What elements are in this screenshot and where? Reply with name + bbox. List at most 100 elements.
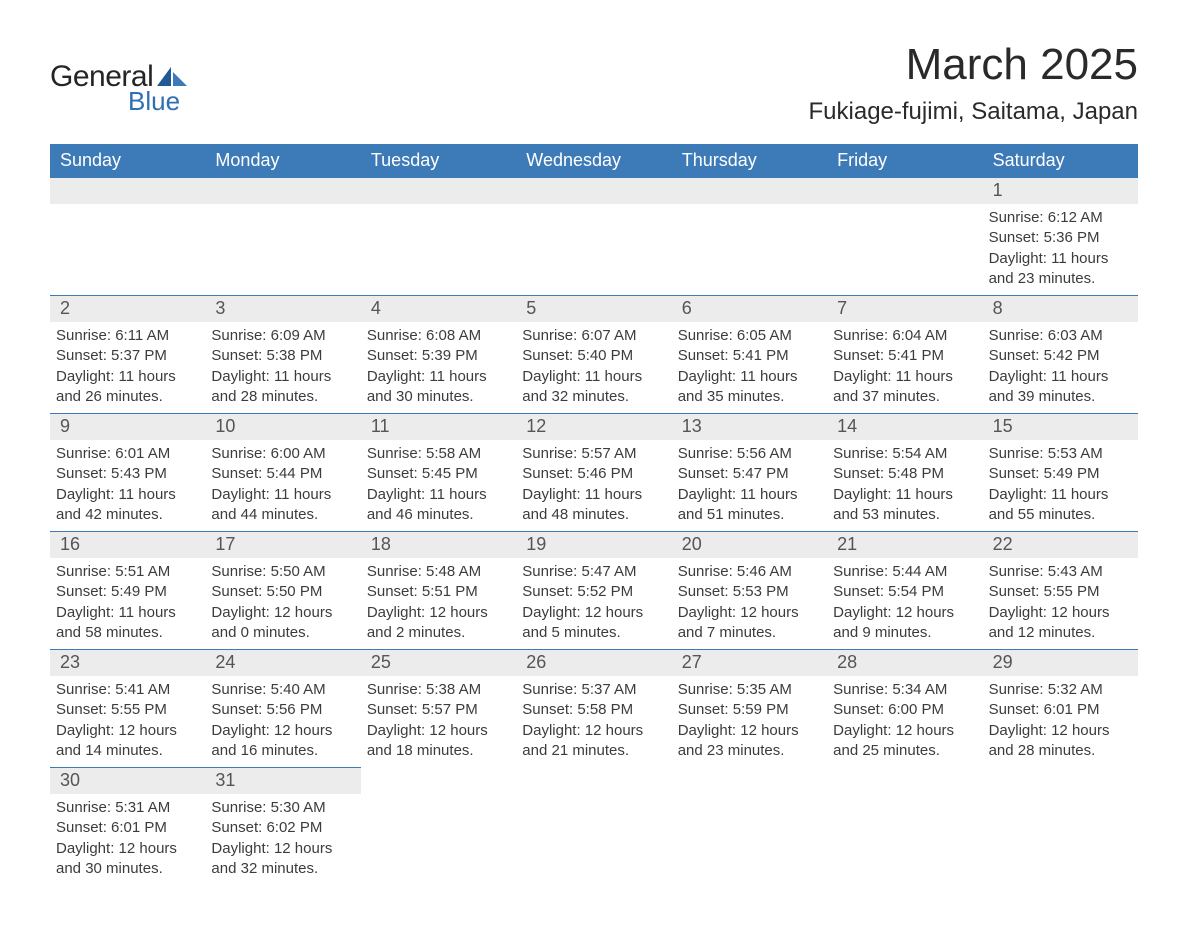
- day-number: [672, 178, 827, 204]
- calendar-cell: 3Sunrise: 6:09 AMSunset: 5:38 PMDaylight…: [205, 295, 360, 413]
- daylight-line1: Daylight: 11 hours: [678, 367, 821, 387]
- day-data: Sunrise: 5:30 AMSunset: 6:02 PMDaylight:…: [205, 794, 360, 885]
- daylight-line1: Daylight: 12 hours: [367, 721, 510, 741]
- day-data: Sunrise: 6:00 AMSunset: 5:44 PMDaylight:…: [205, 440, 360, 531]
- day-header: Monday: [205, 144, 360, 177]
- calendar-body: 1Sunrise: 6:12 AMSunset: 5:36 PMDaylight…: [50, 177, 1138, 885]
- daylight-line2: and 42 minutes.: [56, 505, 199, 525]
- daylight-line2: and 35 minutes.: [678, 387, 821, 407]
- day-number: 15: [983, 414, 1138, 440]
- sunrise-text: Sunrise: 5:51 AM: [56, 562, 199, 582]
- sunset-text: Sunset: 5:41 PM: [833, 346, 976, 366]
- day-number: 21: [827, 532, 982, 558]
- day-header: Friday: [827, 144, 982, 177]
- daylight-line2: and 28 minutes.: [989, 741, 1132, 761]
- day-data: Sunrise: 5:46 AMSunset: 5:53 PMDaylight:…: [672, 558, 827, 649]
- day-header: Tuesday: [361, 144, 516, 177]
- sunset-text: Sunset: 5:58 PM: [522, 700, 665, 720]
- calendar-cell: 29Sunrise: 5:32 AMSunset: 6:01 PMDayligh…: [983, 649, 1138, 767]
- month-title: March 2025: [809, 40, 1138, 90]
- day-header: Thursday: [672, 144, 827, 177]
- daylight-line2: and 48 minutes.: [522, 505, 665, 525]
- daylight-line2: and 53 minutes.: [833, 505, 976, 525]
- sunrise-text: Sunrise: 6:04 AM: [833, 326, 976, 346]
- day-header: Saturday: [983, 144, 1138, 177]
- calendar-cell-empty: [50, 177, 205, 295]
- calendar-cell-empty: [516, 177, 671, 295]
- calendar-cell: 15Sunrise: 5:53 AMSunset: 5:49 PMDayligh…: [983, 413, 1138, 531]
- day-number: 3: [205, 296, 360, 322]
- daylight-line1: Daylight: 11 hours: [678, 485, 821, 505]
- sunrise-text: Sunrise: 6:08 AM: [367, 326, 510, 346]
- daylight-line1: Daylight: 11 hours: [367, 485, 510, 505]
- day-number: [827, 178, 982, 204]
- daylight-line2: and 2 minutes.: [367, 623, 510, 643]
- daylight-line2: and 39 minutes.: [989, 387, 1132, 407]
- day-data: Sunrise: 5:34 AMSunset: 6:00 PMDaylight:…: [827, 676, 982, 767]
- day-number: 20: [672, 532, 827, 558]
- sunset-text: Sunset: 5:52 PM: [522, 582, 665, 602]
- sunrise-text: Sunrise: 5:56 AM: [678, 444, 821, 464]
- day-number: [205, 178, 360, 204]
- daylight-line2: and 37 minutes.: [833, 387, 976, 407]
- daylight-line2: and 44 minutes.: [211, 505, 354, 525]
- daylight-line2: and 21 minutes.: [522, 741, 665, 761]
- day-data: Sunrise: 5:58 AMSunset: 5:45 PMDaylight:…: [361, 440, 516, 531]
- day-data: Sunrise: 6:05 AMSunset: 5:41 PMDaylight:…: [672, 322, 827, 413]
- calendar-cell: 30Sunrise: 5:31 AMSunset: 6:01 PMDayligh…: [50, 767, 205, 885]
- brand-logo: General Blue: [50, 60, 187, 117]
- calendar-cell: 24Sunrise: 5:40 AMSunset: 5:56 PMDayligh…: [205, 649, 360, 767]
- day-data: Sunrise: 6:03 AMSunset: 5:42 PMDaylight:…: [983, 322, 1138, 413]
- day-data: Sunrise: 5:50 AMSunset: 5:50 PMDaylight:…: [205, 558, 360, 649]
- day-number: 16: [50, 532, 205, 558]
- calendar-cell: 23Sunrise: 5:41 AMSunset: 5:55 PMDayligh…: [50, 649, 205, 767]
- sunrise-text: Sunrise: 6:01 AM: [56, 444, 199, 464]
- calendar-cell: 16Sunrise: 5:51 AMSunset: 5:49 PMDayligh…: [50, 531, 205, 649]
- daylight-line2: and 28 minutes.: [211, 387, 354, 407]
- calendar-cell-empty: [672, 177, 827, 295]
- daylight-line2: and 46 minutes.: [367, 505, 510, 525]
- calendar-cell: 4Sunrise: 6:08 AMSunset: 5:39 PMDaylight…: [361, 295, 516, 413]
- day-data: Sunrise: 5:35 AMSunset: 5:59 PMDaylight:…: [672, 676, 827, 767]
- daylight-line1: Daylight: 12 hours: [678, 603, 821, 623]
- calendar-cell: 5Sunrise: 6:07 AMSunset: 5:40 PMDaylight…: [516, 295, 671, 413]
- day-data: Sunrise: 5:54 AMSunset: 5:48 PMDaylight:…: [827, 440, 982, 531]
- daylight-line1: Daylight: 12 hours: [989, 721, 1132, 741]
- calendar-cell: 19Sunrise: 5:47 AMSunset: 5:52 PMDayligh…: [516, 531, 671, 649]
- sunset-text: Sunset: 6:01 PM: [56, 818, 199, 838]
- sunrise-text: Sunrise: 6:11 AM: [56, 326, 199, 346]
- daylight-line1: Daylight: 12 hours: [522, 603, 665, 623]
- day-data: Sunrise: 6:08 AMSunset: 5:39 PMDaylight:…: [361, 322, 516, 413]
- calendar-cell: 7Sunrise: 6:04 AMSunset: 5:41 PMDaylight…: [827, 295, 982, 413]
- sunset-text: Sunset: 5:47 PM: [678, 464, 821, 484]
- day-number: [361, 178, 516, 204]
- daylight-line2: and 55 minutes.: [989, 505, 1132, 525]
- sunrise-text: Sunrise: 5:35 AM: [678, 680, 821, 700]
- calendar-cell: 12Sunrise: 5:57 AMSunset: 5:46 PMDayligh…: [516, 413, 671, 531]
- daylight-line1: Daylight: 12 hours: [211, 721, 354, 741]
- calendar-cell: 8Sunrise: 6:03 AMSunset: 5:42 PMDaylight…: [983, 295, 1138, 413]
- day-number: 22: [983, 532, 1138, 558]
- day-number: 2: [50, 296, 205, 322]
- calendar-cell: 18Sunrise: 5:48 AMSunset: 5:51 PMDayligh…: [361, 531, 516, 649]
- daylight-line1: Daylight: 11 hours: [211, 367, 354, 387]
- day-number: 9: [50, 414, 205, 440]
- calendar-cell: 13Sunrise: 5:56 AMSunset: 5:47 PMDayligh…: [672, 413, 827, 531]
- sunset-text: Sunset: 5:44 PM: [211, 464, 354, 484]
- daylight-line2: and 14 minutes.: [56, 741, 199, 761]
- daylight-line1: Daylight: 11 hours: [833, 485, 976, 505]
- day-header: Sunday: [50, 144, 205, 177]
- sail-icon: [157, 64, 187, 86]
- calendar-cell-empty: [361, 177, 516, 295]
- daylight-line1: Daylight: 12 hours: [211, 603, 354, 623]
- sunset-text: Sunset: 5:43 PM: [56, 464, 199, 484]
- sunset-text: Sunset: 5:41 PM: [678, 346, 821, 366]
- calendar-header-row: SundayMondayTuesdayWednesdayThursdayFrid…: [50, 144, 1138, 177]
- sunset-text: Sunset: 5:56 PM: [211, 700, 354, 720]
- sunrise-text: Sunrise: 5:31 AM: [56, 798, 199, 818]
- daylight-line2: and 51 minutes.: [678, 505, 821, 525]
- day-number: 24: [205, 650, 360, 676]
- day-number: 10: [205, 414, 360, 440]
- day-number: 30: [50, 768, 205, 794]
- brand-word-2: Blue: [128, 86, 187, 117]
